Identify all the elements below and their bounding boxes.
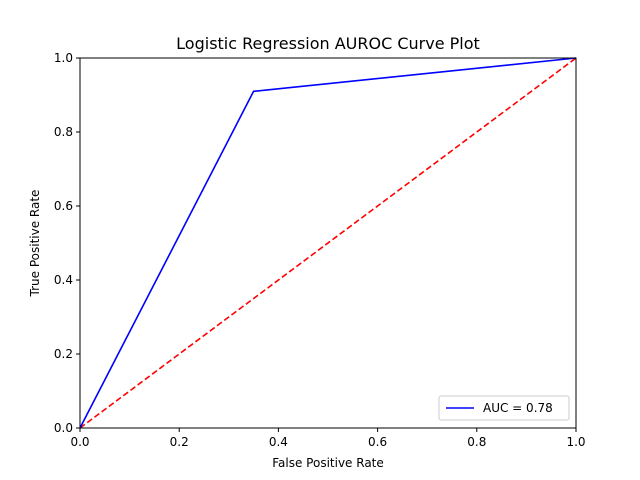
x-tick-label: 0.8 (467, 435, 486, 449)
legend-box (438, 395, 570, 421)
y-axis-ticks: 0.0 0.2 0.4 0.6 0.8 1.0 (54, 51, 80, 435)
y-tick-label: 0.4 (54, 273, 73, 287)
plot-lines (79, 57, 577, 429)
y-tick-label: 0.6 (54, 199, 73, 213)
legend-label-auc: AUC = 0.78 (483, 401, 553, 415)
y-tick-label: 1.0 (54, 51, 73, 65)
y-tick-label: 0.0 (54, 421, 73, 435)
roc-curve-line (79, 57, 577, 429)
legend: AUC = 0.78 (438, 395, 570, 421)
x-tick-label: 0.0 (70, 435, 89, 449)
x-tick-label: 0.2 (170, 435, 189, 449)
x-axis-label: False Positive Rate (272, 456, 384, 470)
y-tick-label: 0.8 (54, 125, 73, 139)
random-baseline-line (79, 57, 577, 429)
chart-title: Logistic Regression AUROC Curve Plot (176, 34, 480, 53)
plot-frame (79, 57, 577, 429)
x-tick-label: 1.0 (566, 435, 585, 449)
x-tick-label: 0.6 (368, 435, 387, 449)
x-tick-label: 0.4 (269, 435, 288, 449)
x-axis-ticks: 0.0 0.2 0.4 0.6 0.8 1.0 (70, 428, 586, 449)
y-tick-label: 0.2 (54, 347, 73, 361)
y-axis-label: True Positive Rate (28, 190, 42, 298)
